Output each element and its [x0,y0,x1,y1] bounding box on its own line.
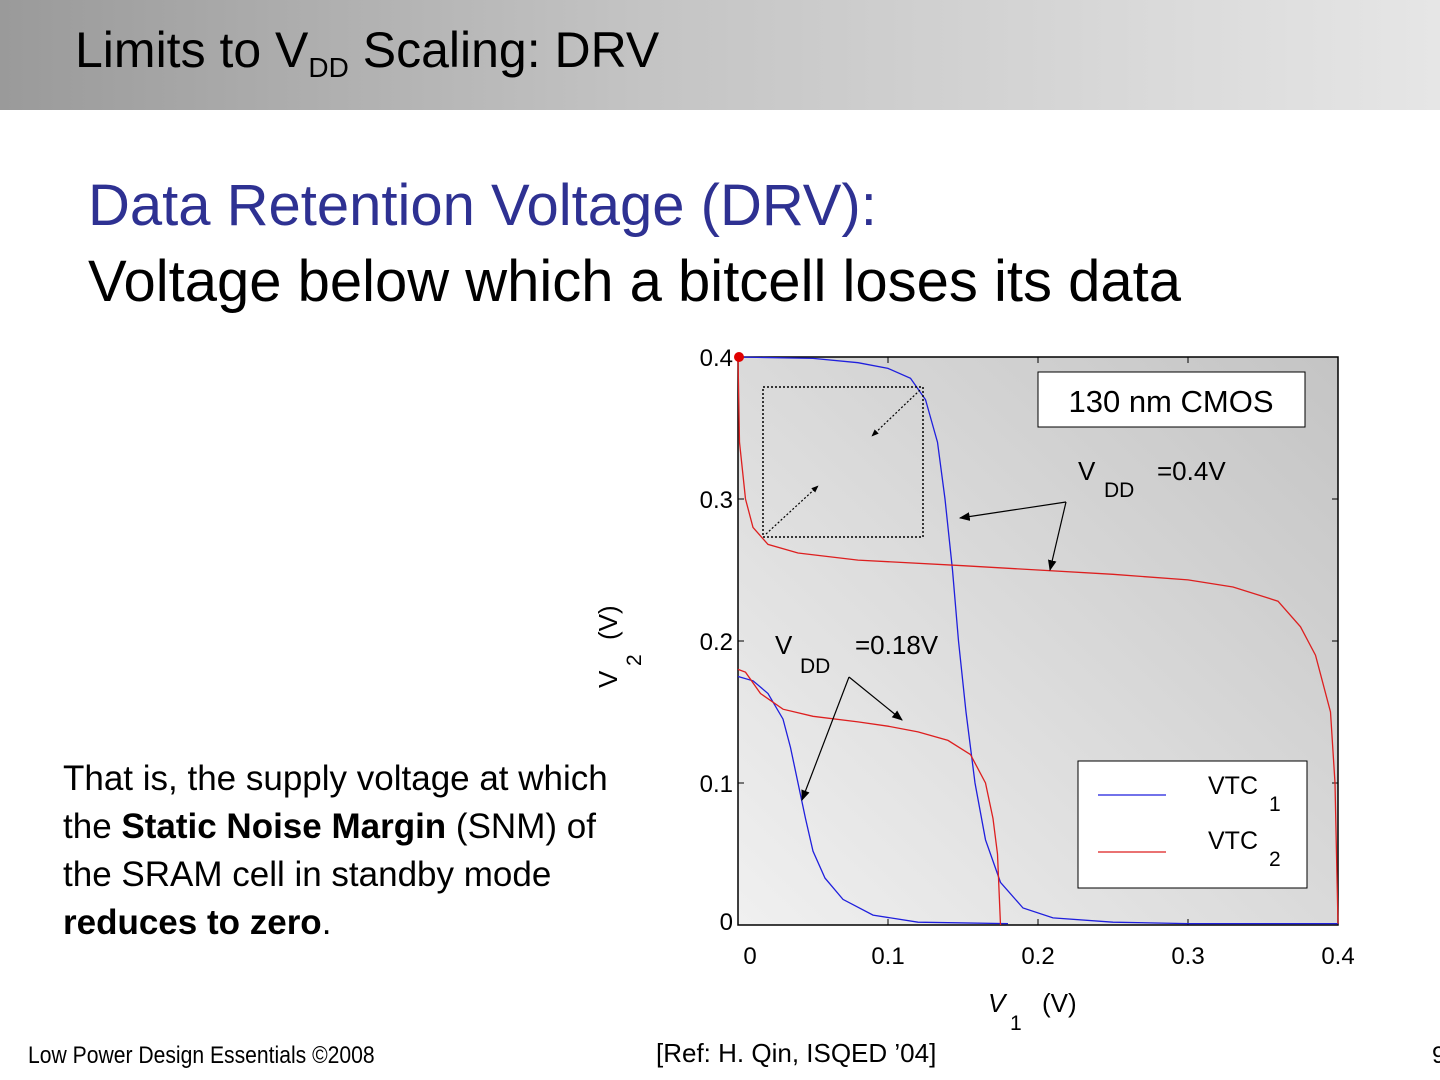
legend-label-vtc2: VTC [1208,827,1258,855]
x-tick-label: 0 [743,943,756,970]
footer-reference: [Ref: H. Qin, ISQED ’04] [656,1038,937,1068]
para-text-2: (SNM) of the SRAM cell in standby mode [63,807,596,894]
vdd-04-arrow-1 [958,501,1067,521]
vdd-018-arrow-2 [801,676,850,802]
page-number: 9 [1432,1042,1440,1069]
explanation-paragraph: That is, the supply voltage at which the… [63,755,653,947]
technology-label: 130 nm CMOS [1068,384,1273,419]
vdd-018-sub: DD [800,655,830,678]
vdd-04-arrow-2 [1048,501,1067,572]
series-line-vtc2-vdd-018 [737,668,1002,926]
snm-arrow-down [871,389,921,437]
legend-box [1077,760,1308,889]
y-tick-label: 0.1 [700,771,733,798]
para-text-1: That is, the supply voltage at which the [63,759,608,846]
y-tick-label: 0.3 [700,487,733,514]
title-main: Limits to V [75,22,309,78]
x-tick-label: 0.2 [1021,943,1054,970]
vdd-018-value: =0.18V [855,630,939,660]
y-tick-label: 0.2 [700,629,733,656]
series-line-vtc1-vdd-018 [737,675,1009,925]
vdd-018-arrow-1 [848,676,903,721]
para-bold-1: Static Noise Margin [121,807,447,846]
x-tick-label: 0.1 [871,943,904,970]
y-axis-label: V [593,670,623,688]
legend-label-vtc1: VTC [1208,772,1258,800]
x-axis-label: V [988,988,1008,1018]
y-axis-label-group: V 2 (V) [593,605,646,688]
x-axis-label-sub: 1 [1010,1012,1022,1035]
y-axis-unit: (V) [593,605,623,640]
snm-square [762,386,924,538]
title-subscript: DD [308,52,349,83]
footer-copyright: Low Power Design Essentials ©2008 [28,1042,375,1069]
slide-heading: Data Retention Voltage (DRV): [88,173,877,238]
slide-subheading: Voltage below which a bitcell loses its … [88,249,1181,314]
y-axis-label-sub: 2 [623,654,646,666]
series-line-vtc2-vdd-04 [737,356,1339,924]
x-tick-label: 0.3 [1171,943,1204,970]
x-tick-label: 0.4 [1321,943,1354,970]
slide-title: Limits to VDD Scaling: DRV [75,20,660,83]
y-tick-label: 0 [720,909,733,936]
vdd-04-value: =0.4V [1157,456,1226,486]
vdd-04-v: V [1078,456,1096,486]
legend-sub-vtc1: 1 [1269,793,1281,816]
title-bar [0,0,1440,110]
x-axis-unit: (V) [1042,988,1077,1018]
technology-box [1037,371,1306,428]
legend-sub-vtc2: 2 [1269,848,1281,871]
title-rest: Scaling: DRV [348,22,660,78]
series-line-vtc1-vdd-04 [737,356,1338,925]
para-bold-2: reduces to zero [63,903,322,942]
y-tick-label: 0.4 [700,345,733,372]
vdd-04-sub: DD [1104,479,1134,502]
para-text-3: . [321,903,332,942]
origin-marker [734,352,744,362]
vdd-018-v: V [775,630,793,660]
